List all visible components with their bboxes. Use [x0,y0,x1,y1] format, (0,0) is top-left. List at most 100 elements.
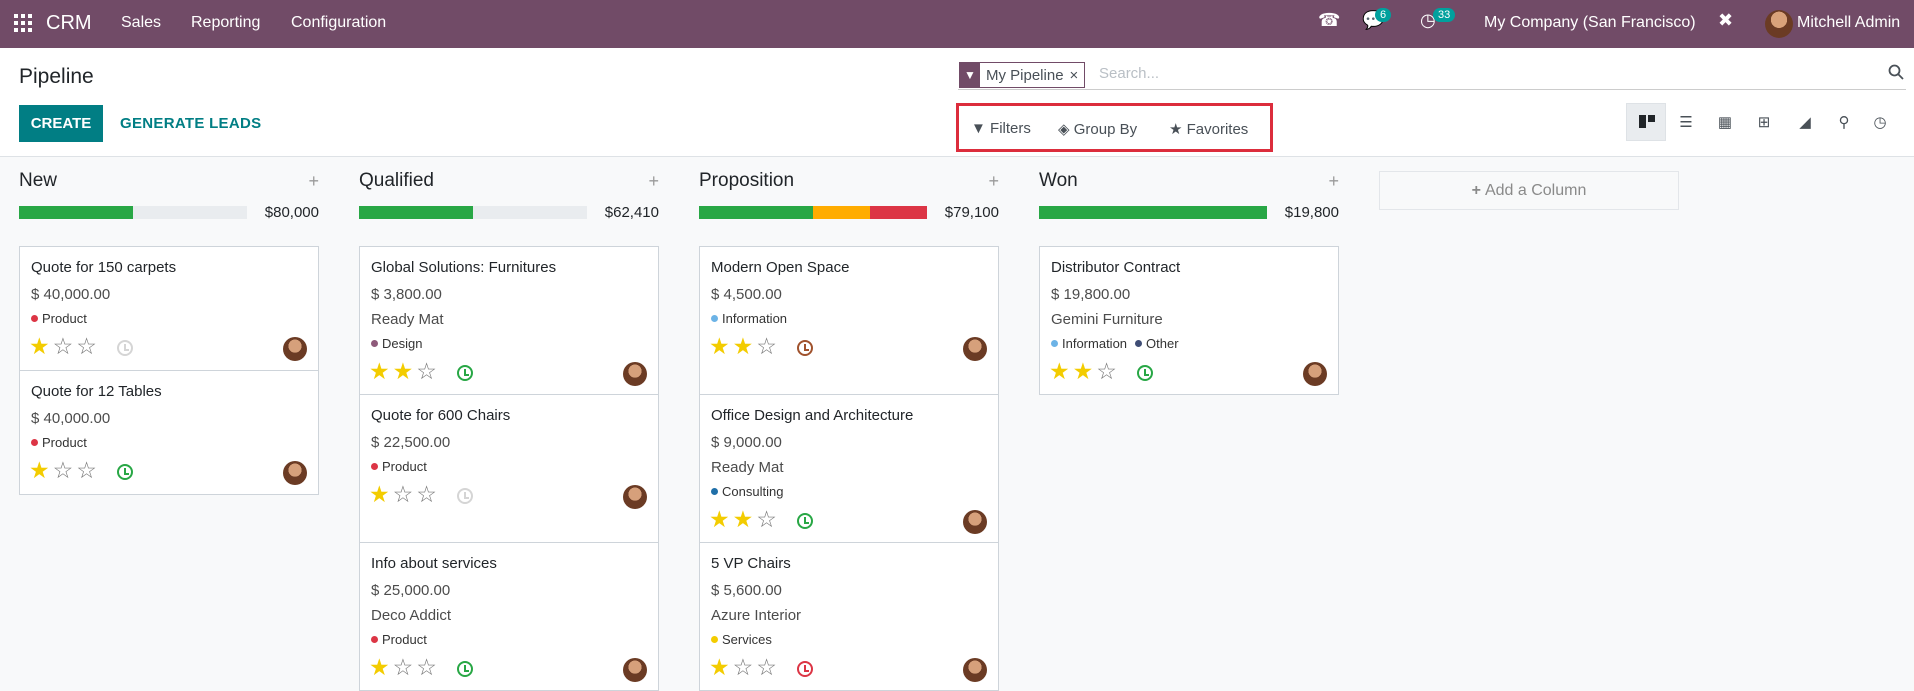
priority-star-icon[interactable]: ☆ [52,457,74,483]
salesperson-avatar[interactable] [283,461,307,485]
activity-clock-icon[interactable] [797,661,813,677]
progress-segment-red[interactable] [870,206,927,219]
priority-star-icon[interactable]: ☆ [76,333,97,359]
column-title[interactable]: New [19,170,58,191]
facet-remove-button[interactable]: × [1069,66,1079,84]
map-view-button[interactable]: ⚲ [1835,113,1853,131]
activity-clock-icon[interactable] [457,661,473,677]
priority-star-icon[interactable]: ★ [709,506,730,532]
progress-segment-green[interactable] [19,206,133,219]
add-column-button[interactable]: + Add a Column [1379,171,1679,210]
activity-clock-icon[interactable] [1137,365,1153,381]
column-progress-bar[interactable] [19,206,247,219]
priority-star-icon[interactable]: ☆ [732,654,754,680]
tools-icon[interactable]: ✖ [1718,10,1734,30]
lead-card[interactable]: Modern Open Space $ 4,500.00 Information ★ ★… [699,246,999,395]
priority-star-icon[interactable]: ★ [29,333,50,359]
priority-star-icon[interactable]: ★ [29,457,50,483]
priority-star-icon[interactable]: ★ [369,481,390,507]
apps-grid-icon[interactable] [14,14,32,32]
search-icon[interactable] [1888,64,1904,80]
lead-card[interactable]: Info about services $ 25,000.00 Deco Addic… [359,542,659,691]
priority-star-icon[interactable]: ☆ [416,358,437,384]
filters-button[interactable]: ▼ Filters [971,120,1031,137]
lead-card[interactable]: Quote for 150 carpets $ 40,000.00 Product ★… [19,246,319,371]
priority-star-icon[interactable]: ★ [369,358,390,384]
priority-star-icon[interactable]: ☆ [416,654,437,680]
column-progress-bar[interactable] [359,206,587,219]
salesperson-avatar[interactable] [1303,362,1327,386]
lead-card[interactable]: Quote for 600 Chairs $ 22,500.00 Product ★ ☆… [359,394,659,543]
priority-star-icon[interactable]: ☆ [76,457,97,483]
group-by-button[interactable]: ◈ Group By [1058,120,1137,138]
activity-clock-icon[interactable] [117,340,133,356]
progress-segment-green[interactable] [1039,206,1267,219]
menu-reporting[interactable]: Reporting [191,14,261,31]
activity-view-button[interactable]: ◷ [1871,113,1889,131]
quick-create-icon[interactable]: + [648,171,659,191]
salesperson-avatar[interactable] [623,658,647,682]
user-menu[interactable]: Mitchell Admin [1797,14,1901,31]
priority-star-icon[interactable]: ☆ [392,481,414,507]
salesperson-avatar[interactable] [623,485,647,509]
pivot-view-button[interactable]: ⊞ [1755,113,1773,131]
priority-star-icon[interactable]: ☆ [756,333,777,359]
chat-icon[interactable]: 💬 6 [1362,8,1392,31]
priority-star-icon[interactable]: ★ [709,333,730,359]
activity-clock-icon[interactable] [797,340,813,356]
progress-segment-orange[interactable] [813,206,870,219]
column-title[interactable]: Proposition [699,170,795,191]
activity-clock-icon[interactable] [117,464,133,480]
generate-leads-button[interactable]: GENERATE LEADS [120,115,262,132]
priority-star-icon[interactable]: ☆ [756,654,777,680]
priority-star-icon[interactable]: ★ [392,358,414,384]
progress-segment-green[interactable] [699,206,813,219]
lead-card[interactable]: Quote for 12 Tables $ 40,000.00 Product ★ ☆ ☆ [19,370,319,495]
priority-star-icon[interactable]: ☆ [756,506,777,532]
create-button[interactable]: CREATE [19,105,103,142]
company-switcher[interactable]: My Company (San Francisco) [1484,14,1696,31]
list-view-button[interactable]: ☰ [1677,113,1695,131]
clock-icon[interactable]: ◷ 33 [1420,8,1456,31]
column-progress-bar[interactable] [1039,206,1267,219]
salesperson-avatar[interactable] [963,658,987,682]
progress-segment-green[interactable] [359,206,473,219]
priority-star-icon[interactable]: ★ [709,654,730,680]
lead-card[interactable]: 5 VP Chairs $ 5,600.00 Azure Interior Servi… [699,542,999,691]
quick-create-icon[interactable]: + [1328,171,1339,191]
lead-card[interactable]: Global Solutions: Furnitures $ 3,800.00 Re… [359,246,659,395]
column-title[interactable]: Qualified [359,170,434,191]
priority-star-icon[interactable]: ☆ [1096,358,1117,384]
priority-star-icon[interactable]: ★ [1049,358,1070,384]
priority-star-icon[interactable]: ★ [1072,358,1094,384]
lead-card[interactable]: Distributor Contract $ 19,800.00 Gemini Fu… [1039,246,1339,395]
salesperson-avatar[interactable] [283,337,307,361]
priority-star-icon[interactable]: ★ [369,654,390,680]
user-avatar[interactable] [1765,10,1793,38]
menu-sales[interactable]: Sales [121,14,162,31]
activity-clock-icon[interactable] [457,365,473,381]
activity-clock-icon[interactable] [797,513,813,529]
salesperson-avatar[interactable] [963,510,987,534]
phone-icon[interactable]: ☎ [1318,10,1341,30]
priority-star-icon[interactable]: ★ [732,506,754,532]
activity-clock-icon[interactable] [457,488,473,504]
priority-star-icon[interactable]: ☆ [392,654,414,680]
quick-create-icon[interactable]: + [308,171,319,191]
priority-star-icon[interactable]: ☆ [416,481,437,507]
calendar-view-button[interactable]: ▦ [1716,113,1734,131]
lead-card[interactable]: Office Design and Architecture $ 9,000.00… [699,394,999,543]
search-input[interactable]: Search... [1099,65,1160,82]
app-title[interactable]: CRM [46,12,92,34]
search-bar[interactable]: ▼ My Pipeline × Search... [958,60,1906,90]
priority-star-icon[interactable]: ★ [732,333,754,359]
salesperson-avatar[interactable] [623,362,647,386]
salesperson-avatar[interactable] [963,337,987,361]
column-progress-bar[interactable] [699,206,927,219]
column-title[interactable]: Won [1039,170,1078,191]
kanban-view-button[interactable] [1626,103,1666,141]
favorites-button[interactable]: ★ Favorites [1169,120,1248,138]
quick-create-icon[interactable]: + [988,171,999,191]
priority-star-icon[interactable]: ☆ [52,333,74,359]
menu-configuration[interactable]: Configuration [291,14,387,31]
